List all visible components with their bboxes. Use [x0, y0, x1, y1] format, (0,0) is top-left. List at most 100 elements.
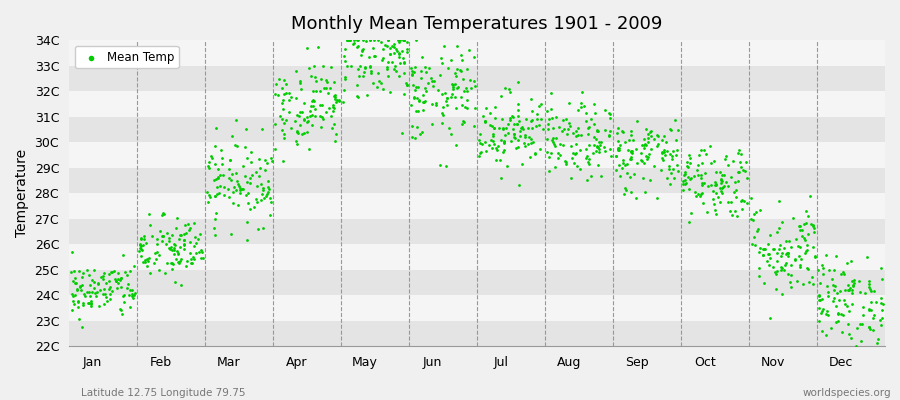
Mean Temp	[612, 142, 626, 148]
Mean Temp	[329, 97, 344, 103]
Mean Temp	[328, 93, 342, 100]
Mean Temp	[273, 113, 287, 120]
Mean Temp	[387, 66, 401, 72]
Mean Temp	[138, 256, 152, 263]
Mean Temp	[643, 129, 657, 135]
Mean Temp	[297, 100, 311, 106]
Mean Temp	[346, 41, 360, 48]
Mean Temp	[455, 57, 470, 64]
Mean Temp	[611, 138, 625, 144]
Mean Temp	[158, 241, 173, 247]
Mean Temp	[211, 166, 225, 172]
Mean Temp	[88, 292, 103, 299]
Mean Temp	[784, 272, 798, 278]
Mean Temp	[194, 248, 209, 255]
Mean Temp	[69, 287, 84, 294]
Mean Temp	[255, 191, 269, 197]
Bar	[69, 40, 885, 66]
Mean Temp	[428, 102, 443, 108]
Mean Temp	[784, 261, 798, 268]
Mean Temp	[150, 236, 165, 242]
Mean Temp	[637, 136, 652, 142]
Mean Temp	[684, 174, 698, 181]
Mean Temp	[441, 65, 455, 71]
Mean Temp	[610, 146, 625, 153]
Mean Temp	[86, 284, 101, 291]
Mean Temp	[176, 231, 191, 238]
Mean Temp	[70, 286, 85, 292]
Mean Temp	[84, 298, 98, 304]
Mean Temp	[802, 278, 816, 285]
Mean Temp	[494, 136, 508, 143]
Mean Temp	[497, 138, 511, 144]
Mean Temp	[319, 77, 333, 84]
Mean Temp	[63, 269, 77, 275]
Mean Temp	[842, 308, 856, 314]
Mean Temp	[875, 275, 889, 282]
Mean Temp	[644, 133, 659, 139]
Mean Temp	[820, 289, 834, 296]
Mean Temp	[296, 130, 310, 136]
Mean Temp	[87, 290, 102, 296]
Mean Temp	[498, 132, 512, 138]
Mean Temp	[693, 193, 707, 199]
Mean Temp	[177, 237, 192, 244]
Mean Temp	[476, 113, 491, 119]
Mean Temp	[866, 315, 880, 321]
Mean Temp	[698, 150, 713, 157]
Mean Temp	[408, 94, 422, 100]
Mean Temp	[876, 301, 890, 308]
Mean Temp	[322, 85, 337, 92]
Mean Temp	[472, 131, 487, 138]
Y-axis label: Temperature: Temperature	[15, 149, 29, 237]
Bar	[69, 219, 885, 244]
Mean Temp	[319, 109, 333, 115]
Mean Temp	[838, 301, 852, 308]
Mean Temp	[713, 169, 727, 176]
Mean Temp	[488, 104, 502, 110]
Mean Temp	[536, 126, 550, 132]
Mean Temp	[184, 260, 198, 266]
Mean Temp	[207, 225, 221, 232]
Mean Temp	[780, 250, 795, 256]
Mean Temp	[690, 162, 705, 168]
Mean Temp	[496, 126, 510, 132]
Mean Temp	[580, 125, 595, 132]
Mean Temp	[194, 246, 208, 253]
Mean Temp	[230, 117, 244, 123]
Mean Temp	[363, 63, 377, 69]
Mean Temp	[831, 310, 845, 316]
Mean Temp	[579, 118, 593, 124]
Mean Temp	[781, 270, 796, 277]
Mean Temp	[306, 96, 320, 103]
Mean Temp	[662, 181, 677, 187]
Text: Latitude 12.75 Longitude 79.75: Latitude 12.75 Longitude 79.75	[81, 388, 246, 398]
Mean Temp	[841, 260, 855, 266]
Mean Temp	[694, 174, 708, 181]
Mean Temp	[418, 69, 433, 75]
Mean Temp	[162, 238, 176, 244]
Mean Temp	[347, 37, 362, 43]
Mean Temp	[328, 138, 342, 144]
Mean Temp	[845, 301, 859, 308]
Mean Temp	[499, 125, 513, 132]
Mean Temp	[302, 64, 317, 71]
Mean Temp	[715, 188, 729, 194]
Mean Temp	[308, 112, 322, 119]
Mean Temp	[243, 174, 257, 181]
Mean Temp	[165, 260, 179, 266]
Mean Temp	[408, 135, 422, 142]
Mean Temp	[500, 120, 515, 127]
Mean Temp	[113, 275, 128, 281]
Mean Temp	[483, 110, 498, 117]
Mean Temp	[852, 288, 867, 295]
Bar	[69, 142, 885, 168]
Mean Temp	[658, 152, 672, 158]
Mean Temp	[125, 293, 140, 299]
Mean Temp	[551, 155, 565, 161]
Mean Temp	[666, 148, 680, 154]
Mean Temp	[274, 84, 289, 91]
Mean Temp	[72, 268, 86, 274]
Mean Temp	[561, 126, 575, 132]
Mean Temp	[806, 280, 820, 287]
